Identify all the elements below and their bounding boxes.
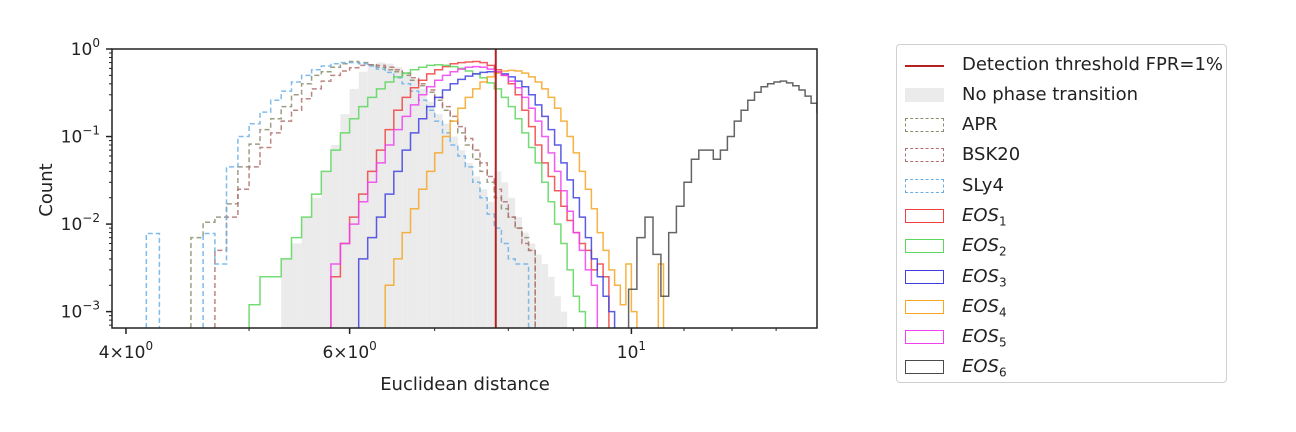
bar-no-phase-transition-20: [457, 150, 466, 328]
y-tick-label-1: 10−1: [61, 124, 100, 148]
bar-no-phase-transition-29: [521, 232, 529, 328]
legend-swatch: [905, 269, 944, 284]
bar-no-phase-transition-26: [501, 182, 509, 328]
legend-item-eos2: EOS2: [897, 231, 1226, 261]
legend-item-eos1: EOS1: [897, 201, 1226, 231]
y-tick-label-2: 10−2: [61, 211, 100, 235]
legend-item-eos6: EOS6: [897, 352, 1226, 382]
legend-label: EOS2: [962, 235, 1007, 259]
legend-threshold-label: Detection threshold FPR=1%: [962, 54, 1224, 75]
bar-no-phase-transition-17: [434, 114, 443, 328]
bar-no-phase-transition-23: [480, 189, 488, 328]
bar-no-phase-transition-28: [515, 217, 522, 328]
bar-no-phase-transition-0: [281, 258, 292, 328]
legend: Detection threshold FPR=1% No phase tran…: [896, 44, 1227, 383]
bar-no-phase-transition-9: [367, 65, 377, 328]
y-axis-label: Count: [36, 163, 57, 216]
bar-no-phase-transition-4: [321, 171, 331, 328]
legend-item-eos3: EOS3: [897, 262, 1226, 292]
series-line-eos2: [248, 64, 587, 328]
bar-no-phase-transition-35: [560, 311, 568, 328]
legend-item-eos4: EOS4: [897, 292, 1226, 322]
bar-no-phase-transition-2: [301, 217, 312, 328]
series-line-bsk20: [214, 64, 536, 328]
bar-no-phase-transition-12: [393, 67, 403, 328]
y-tick-label-0: 100: [71, 36, 100, 60]
bar-no-phase-transition-15: [418, 88, 427, 328]
series-line-eos6: [627, 80, 817, 328]
bar-no-phase-transition-13: [402, 71, 411, 328]
bar-no-phase-transition-27: [508, 197, 516, 328]
bar-no-phase-transition-11: [385, 63, 394, 328]
legend-swatch: [905, 208, 944, 223]
legend-item-apr: APR: [897, 110, 1226, 140]
plot-series-group: [145, 60, 817, 328]
legend-item-bsk20: BSK20: [897, 140, 1226, 170]
bar-no-phase-transition-3: [311, 197, 322, 328]
plot-frame: [111, 48, 818, 329]
bar-no-phase-transition-34: [554, 296, 561, 328]
legend-no-phase-swatch: [905, 88, 944, 102]
x-tick-label-1: 6×100: [322, 339, 376, 363]
x-tick-label-0: 4×100: [99, 339, 153, 363]
bar-no-phase-transition-7: [349, 88, 359, 328]
legend-label: APR: [962, 114, 998, 135]
y-tick-label-3: 10−3: [61, 299, 100, 323]
legend-threshold-swatch: [905, 65, 944, 67]
bar-no-phase-transition-6: [340, 114, 350, 328]
legend-label: BSK20: [962, 144, 1021, 166]
bar-no-phase-transition-21: [465, 162, 473, 328]
legend-swatch: [905, 299, 944, 314]
bar-no-phase-transition-33: [548, 276, 555, 328]
legend-label: EOS5: [962, 326, 1007, 350]
bar-no-phase-transition-22: [472, 176, 481, 328]
legend-swatch: [905, 330, 944, 345]
legend-item-threshold: Detection threshold FPR=1%: [897, 50, 1226, 80]
bar-no-phase-transition-24: [487, 201, 495, 328]
bar-no-phase-transition-16: [426, 101, 435, 328]
x-axis-label: Euclidean distance: [380, 374, 550, 395]
bar-no-phase-transition-19: [450, 136, 458, 328]
bar-no-phase-transition-18: [442, 123, 451, 328]
x-tick-label-2: 101: [617, 339, 646, 363]
legend-label: SLy4: [962, 174, 1004, 196]
legend-label: EOS6: [962, 356, 1007, 380]
plot-area: 100 10−1 10−2 10−3 4×100 6×100 101: [61, 36, 818, 363]
legend-item-no-phase-transition: No phase transition: [897, 80, 1226, 110]
bar-no-phase-transition-30: [528, 243, 536, 328]
legend-item-sly4: SLy4: [897, 171, 1226, 201]
bar-no-phase-transition-25: [494, 171, 502, 328]
legend-swatch: [905, 148, 944, 163]
series-line-eos5: [330, 65, 599, 328]
legend-label: EOS3: [962, 265, 1007, 290]
bar-no-phase-transition-32: [541, 263, 549, 328]
legend-label: EOS4: [962, 295, 1007, 320]
bar-no-phase-transition-10: [376, 62, 386, 328]
legend-swatch: [905, 360, 944, 375]
legend-swatch: [905, 239, 944, 254]
bar-no-phase-transition-5: [330, 145, 341, 328]
bar-no-phase-transition-8: [358, 71, 368, 328]
series-line-apr: [190, 60, 536, 328]
legend-swatch: [905, 178, 944, 193]
legend-item-eos5: EOS5: [897, 322, 1226, 352]
bar-no-phase-transition-1: [291, 243, 302, 328]
legend-no-phase-label: No phase transition: [962, 84, 1138, 105]
legend-label: EOS1: [962, 204, 1007, 229]
bar-no-phase-transition-14: [410, 79, 419, 328]
legend-swatch: [905, 118, 944, 132]
bar-no-phase-transition-31: [535, 254, 542, 328]
series-line-sly4: [145, 61, 530, 328]
